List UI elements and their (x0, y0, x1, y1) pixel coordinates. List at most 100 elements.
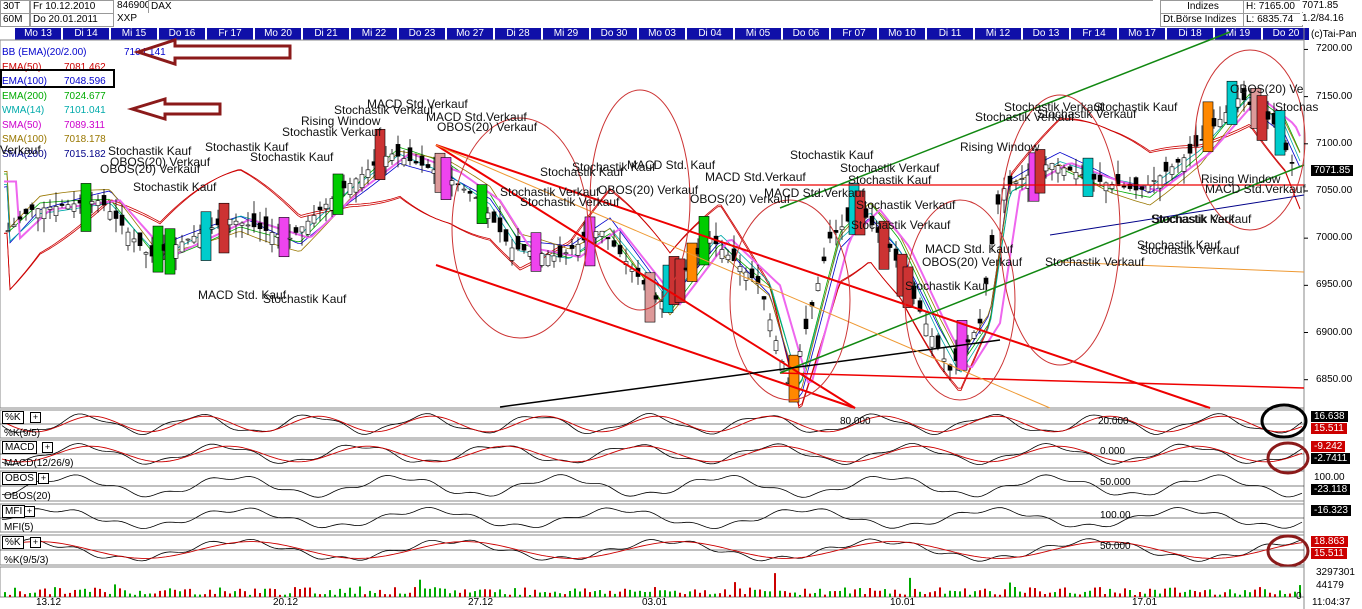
volume-bar (254, 588, 256, 597)
volume-bar (634, 591, 636, 597)
volume-bar (159, 590, 161, 597)
expand-icon[interactable]: + (42, 442, 53, 453)
volume-bar (309, 587, 311, 597)
candle (413, 161, 419, 164)
volume-bar (449, 593, 451, 597)
volume-bar (1124, 588, 1126, 597)
volume-bar (14, 587, 16, 597)
expand-icon[interactable]: + (30, 412, 41, 423)
volume-bar (1294, 591, 1296, 597)
volume-bar (904, 594, 906, 597)
volume-bar (719, 593, 721, 597)
copyright: (c)Tai-Pan (1311, 29, 1357, 40)
arrow-annotations (0, 37, 292, 122)
volume-bar (959, 591, 961, 597)
signal-annotation: MACD Std.Verkauf (367, 97, 468, 111)
signal-annotation: Stochastik Verkauf (500, 185, 600, 199)
candle (539, 253, 545, 266)
legend-value: 7101.041 (64, 105, 106, 116)
candle (47, 206, 53, 210)
signal-line (1, 541, 1303, 559)
indicator-line (3, 119, 1301, 407)
volume-bar (639, 590, 641, 597)
expand-icon[interactable]: + (30, 537, 41, 548)
volume-bar (594, 591, 596, 597)
signal-annotation: Stochastik Kauf (1151, 212, 1235, 226)
volume-bar (134, 594, 136, 597)
volume-bar (419, 579, 421, 597)
candle (1073, 172, 1079, 180)
expand-icon[interactable]: + (24, 506, 35, 517)
candle (389, 153, 395, 161)
volume-bar (149, 593, 151, 597)
y-tick-label: 6850.00 (1316, 373, 1353, 385)
candle (353, 178, 359, 193)
volume-bar (244, 591, 246, 597)
expand-icon[interactable]: + (38, 473, 49, 484)
volume-bar (884, 589, 886, 597)
panel-label: OBOS (2, 472, 37, 485)
clock: 11:04:37 (1312, 597, 1351, 608)
volume-bar (984, 588, 986, 597)
volume-bar (939, 587, 941, 597)
candle (989, 235, 995, 245)
volume-bar (199, 594, 201, 597)
volume-mid: 44179 (1316, 580, 1344, 591)
signal-annotation: OBOS(20) Verkauf (110, 155, 211, 169)
legend-value: 7104.141 (124, 47, 166, 58)
volume-bar (19, 591, 21, 597)
signal-annotation: MACD Std.Verkauf (764, 186, 865, 200)
volume-bar (1179, 592, 1181, 597)
volume-bar (829, 591, 831, 597)
volume-bar (1074, 593, 1076, 597)
candle (332, 173, 344, 215)
candle (797, 351, 803, 357)
day-label: Do 23 (399, 28, 445, 40)
volume-bar (644, 591, 646, 597)
candle (863, 208, 869, 218)
panel-value: 18.863 (1311, 536, 1348, 547)
volume-bar (1204, 590, 1206, 597)
day-label: Mo 17 (1119, 28, 1165, 40)
volume-bar (269, 588, 271, 597)
volume-bar (1154, 589, 1156, 597)
candle (521, 244, 527, 251)
candle (218, 202, 230, 254)
indicator-line (1, 506, 1303, 530)
candle (1103, 182, 1109, 192)
price-value: 7071.85 (1300, 0, 1360, 12)
volume-bar (274, 589, 276, 597)
signal-annotation: Stochastik Verkauf (1037, 107, 1137, 121)
day-label: Mo 27 (447, 28, 493, 40)
indicator-line (1, 538, 1303, 562)
signal-annotation: Rising Window (301, 114, 381, 128)
volume-bar (1079, 594, 1081, 597)
panel-level: 50.000 (1100, 541, 1131, 552)
volume-bar (59, 588, 61, 597)
legend-value: 7018.178 (64, 134, 106, 145)
signal-annotation: Stochastik Kauf (250, 150, 334, 164)
candle (686, 242, 698, 282)
day-label: Mi 12 (975, 28, 1021, 40)
volume-bar (579, 591, 581, 597)
volume-bar (909, 577, 911, 597)
candle (1109, 184, 1115, 189)
day-label: Mi 22 (351, 28, 397, 40)
candle (53, 206, 59, 216)
volume-bar (699, 592, 701, 597)
signal-annotation: Stochastik Verkauf (840, 161, 940, 175)
candle (239, 222, 245, 226)
candle (269, 232, 275, 245)
volume-bar (499, 589, 501, 597)
legend-label: SMA(200) (2, 148, 48, 160)
volume-max: 3297301 (1316, 567, 1355, 578)
candle (59, 203, 65, 206)
candle (827, 231, 833, 239)
volume-bar (1149, 588, 1151, 597)
candle (1169, 166, 1175, 175)
day-axis: Mo 13 Di 14 Mi 15 Do 16 Fr 17 Mo 20 Di 21 Mi 22… (0, 28, 1309, 40)
volume-bar (1054, 592, 1056, 597)
candle (1013, 181, 1019, 184)
volume-bar (659, 590, 661, 597)
